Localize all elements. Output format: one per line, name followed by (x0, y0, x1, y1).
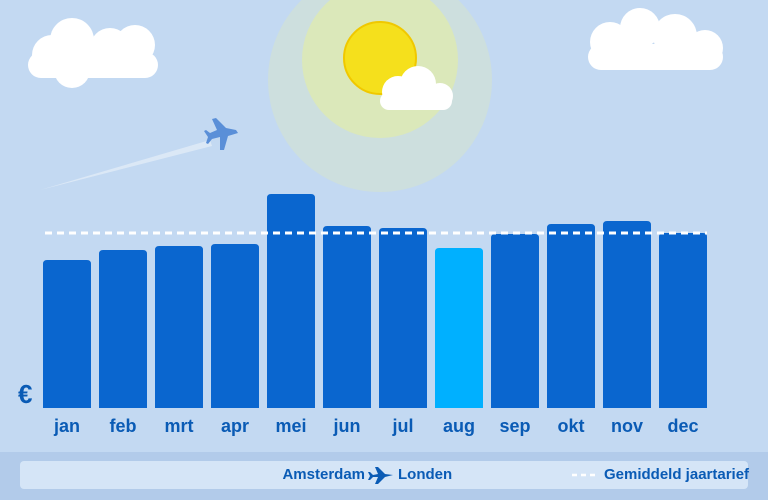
x-tick-label: mrt (164, 416, 193, 436)
legend-label: Gemiddeld jaartarief (604, 466, 750, 483)
route-to: Londen (398, 466, 452, 483)
x-tick-label: dec (667, 416, 698, 436)
x-tick-label: nov (611, 416, 643, 436)
x-tick-label: sep (499, 416, 530, 436)
plane-icon (204, 118, 238, 150)
x-tick-label: okt (558, 416, 585, 436)
route-plane-icon (368, 467, 393, 484)
x-tick-label: jan (53, 416, 80, 436)
bar (659, 233, 707, 408)
currency-symbol: € (18, 379, 32, 409)
bar (155, 246, 203, 408)
cloud (588, 8, 723, 70)
x-tick-label: mei (275, 416, 306, 436)
contrail (40, 140, 212, 190)
bar (323, 226, 371, 408)
x-tick-label: jun (333, 416, 361, 436)
x-tick-label: jul (392, 416, 414, 436)
bar (43, 260, 91, 408)
bar (435, 248, 483, 408)
bar (491, 234, 539, 408)
bar (547, 224, 595, 408)
bar (267, 194, 315, 408)
cloud (380, 66, 453, 110)
cloud (28, 18, 158, 88)
x-tick-label: apr (221, 416, 249, 436)
bar (211, 244, 259, 408)
bar (603, 221, 651, 408)
bar (379, 228, 427, 408)
x-tick-label: feb (110, 416, 137, 436)
x-tick-label: aug (443, 416, 475, 436)
bar (99, 250, 147, 408)
route-from: Amsterdam (282, 466, 365, 483)
